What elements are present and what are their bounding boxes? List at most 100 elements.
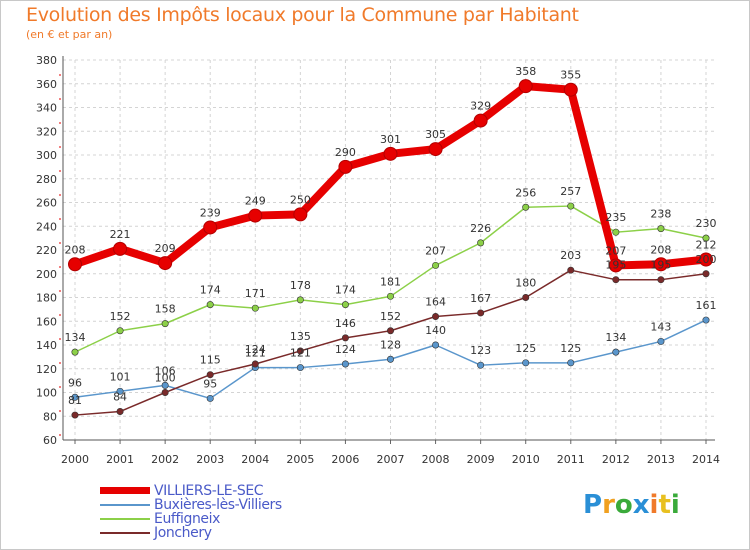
data-label: 301	[380, 133, 401, 146]
data-point	[386, 327, 394, 335]
logo-letter: P	[583, 490, 603, 520]
data-label: 161	[696, 299, 717, 312]
data-point	[612, 276, 620, 284]
data-label: 124	[245, 343, 266, 356]
data-point	[522, 203, 530, 211]
data-point	[386, 292, 394, 300]
data-label: 208	[65, 243, 86, 256]
data-point	[341, 301, 349, 309]
data-label: 256	[515, 186, 536, 199]
legend-label-jonchery: Jonchery	[154, 525, 212, 541]
data-label: 158	[155, 303, 176, 316]
data-point	[251, 360, 259, 368]
data-point	[522, 293, 530, 301]
data-label: 100	[155, 372, 176, 385]
data-label: 171	[245, 287, 266, 300]
data-point	[567, 266, 575, 274]
y-tick-label: 380	[36, 54, 57, 67]
data-point	[206, 394, 214, 402]
data-point	[518, 79, 533, 94]
data-label: 180	[515, 277, 536, 290]
data-point	[383, 146, 398, 161]
data-label: 101	[110, 370, 131, 383]
data-label: 221	[110, 228, 131, 241]
data-point	[203, 220, 218, 235]
data-point	[293, 207, 308, 222]
data-label: 235	[605, 211, 626, 224]
x-tick-label: 2003	[196, 453, 224, 466]
data-label: 181	[380, 275, 401, 288]
y-tick-label: 220	[36, 244, 57, 257]
data-label: 124	[335, 343, 356, 356]
x-tick-label: 2013	[647, 453, 675, 466]
data-label: 178	[290, 279, 311, 292]
data-label: 208	[650, 243, 671, 256]
y-tick-label: 340	[36, 102, 57, 115]
data-point	[699, 252, 713, 267]
x-tick-label: 2001	[106, 453, 134, 466]
y-tick-label: 180	[36, 292, 57, 305]
data-label: 115	[200, 354, 221, 367]
data-label: 125	[515, 342, 536, 355]
data-label: 355	[560, 69, 581, 82]
logo-letter: i	[649, 490, 659, 520]
data-label: 143	[650, 320, 671, 333]
data-label: 207	[605, 244, 626, 257]
data-point	[702, 270, 710, 278]
data-label: 152	[380, 310, 401, 323]
data-point	[702, 234, 710, 242]
data-point	[657, 337, 665, 345]
data-point	[161, 320, 169, 328]
data-point	[296, 364, 304, 372]
data-point	[68, 257, 82, 272]
data-label: 121	[245, 347, 266, 360]
data-label: 238	[650, 208, 671, 221]
proxiti-logo: Proxiti	[583, 490, 680, 520]
data-point	[341, 334, 349, 342]
data-point	[563, 82, 578, 97]
legend-label-buxieres: Buxières-lès-Villiers	[154, 497, 282, 513]
data-label: 164	[425, 296, 446, 309]
data-label: 140	[425, 324, 446, 337]
data-point	[161, 388, 169, 396]
chart-subtitle: (en € et par an)	[26, 28, 113, 41]
data-point	[158, 256, 173, 271]
data-point	[657, 276, 665, 284]
data-point	[341, 360, 349, 368]
x-tick-label: 2009	[467, 453, 495, 466]
data-point	[432, 312, 440, 320]
data-label: 125	[560, 342, 581, 355]
legend-swatch-euffigneix	[100, 518, 150, 520]
y-tick-label: 140	[36, 339, 57, 352]
data-label: 84	[113, 391, 127, 404]
data-point	[113, 241, 128, 256]
y-tick-label: 160	[36, 315, 57, 328]
data-label: 226	[470, 222, 491, 235]
x-tick-label: 2014	[692, 453, 720, 466]
legend-swatch-jonchery	[100, 532, 150, 534]
data-label: 212	[696, 239, 717, 252]
data-point	[161, 381, 169, 389]
data-point	[702, 316, 710, 324]
data-point	[477, 239, 485, 247]
data-label: 257	[560, 185, 581, 198]
logo-letter: t	[658, 490, 671, 520]
data-label: 239	[200, 206, 221, 219]
chart-title: Evolution des Impôts locaux pour la Comm…	[26, 4, 579, 26]
y-tick-label: 240	[36, 220, 57, 233]
data-label: 203	[560, 249, 581, 262]
data-label: 200	[696, 253, 717, 266]
data-point	[612, 228, 620, 236]
y-tick-label: 300	[36, 149, 57, 162]
y-tick-label: 120	[36, 363, 57, 376]
data-label: 134	[65, 331, 86, 344]
logo-letter: r	[602, 490, 615, 520]
data-point	[432, 261, 440, 269]
data-label: 128	[380, 338, 401, 351]
y-tick-label: 360	[36, 78, 57, 91]
logo-letter: x	[632, 490, 650, 520]
y-tick-label: 60	[43, 434, 57, 447]
data-point	[522, 359, 530, 367]
y-tick-label: 280	[36, 173, 57, 186]
data-point	[653, 257, 668, 272]
